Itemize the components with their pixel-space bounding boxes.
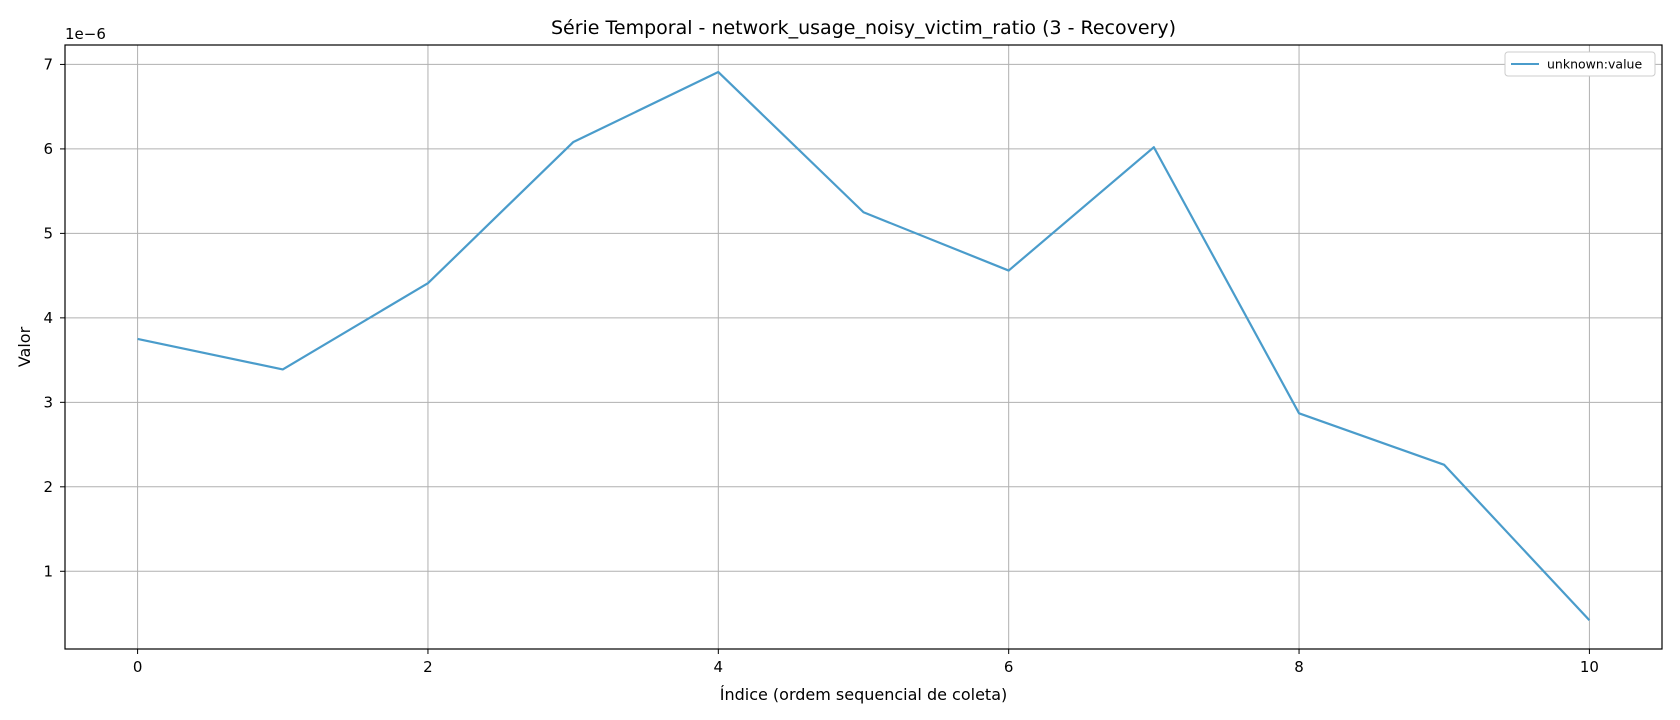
x-tick-label: 4: [714, 658, 724, 676]
plot-frame: [64, 44, 1663, 650]
x-axis-label: Índice (ordem sequencial de coleta): [720, 685, 1008, 704]
y-tick-label: 6: [43, 140, 53, 158]
tick-marks: [60, 63, 1590, 654]
legend: unknown:value: [1504, 51, 1656, 77]
series-layer: [137, 70, 1591, 622]
grid-lines: [65, 45, 1662, 649]
y-tick-label: 3: [43, 393, 53, 411]
legend-box: [1504, 51, 1656, 77]
x-tick-label: 0: [133, 658, 143, 676]
legend-label: unknown:value: [1547, 57, 1642, 72]
x-tick-label: 8: [1294, 658, 1304, 676]
x-tick-label: 10: [1580, 658, 1599, 676]
series-line: [137, 70, 1591, 622]
x-tick-label: 2: [423, 658, 433, 676]
x-tick-label: 6: [1004, 658, 1014, 676]
y-tick-label: 5: [43, 224, 53, 242]
y-axis-label: Valor: [15, 326, 34, 367]
chart-title: Série Temporal - network_usage_noisy_vic…: [551, 17, 1176, 39]
y-tick-label: 7: [43, 55, 53, 73]
y-tick-label: 2: [43, 478, 53, 496]
y-tick-label: 4: [43, 309, 53, 327]
y-tick-label: 1: [43, 562, 53, 580]
y-axis-offset-label: 1e−6: [65, 25, 106, 43]
